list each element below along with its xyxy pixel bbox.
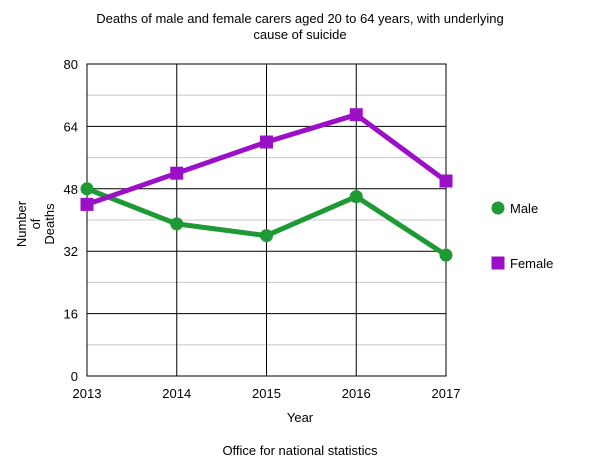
legend-label-male: Male: [510, 201, 538, 216]
data-point-female: [260, 135, 273, 149]
y-tick-label: 80: [64, 57, 78, 72]
data-point-female: [349, 108, 363, 122]
x-tick-label: 2013: [73, 386, 102, 401]
x-axis-title: Year: [287, 410, 314, 425]
y-axis-title: Number of Deaths: [14, 200, 57, 247]
y-axis-title-line-3: Deaths: [42, 203, 57, 245]
legend-label-female: Female: [510, 256, 553, 271]
x-axis-tick-labels: 2013 2014 2015 2016 2017: [73, 386, 461, 401]
chart-title-line-1: Deaths of male and female carers aged 20…: [96, 11, 504, 26]
legend-marker-female: [491, 256, 505, 270]
y-axis-title-line-1: Number: [14, 200, 29, 247]
legend: Male Female: [491, 201, 553, 271]
data-series: [80, 108, 453, 262]
data-point-female: [80, 197, 94, 211]
source-footer: Office for national statistics: [222, 443, 378, 458]
y-axis-title-line-2: of: [28, 218, 43, 229]
data-point-male: [80, 182, 94, 196]
data-point-female: [439, 174, 453, 188]
data-point-male: [260, 229, 273, 243]
legend-marker-male: [491, 201, 505, 215]
y-tick-label: 0: [71, 369, 78, 384]
y-tick-label: 32: [64, 244, 78, 259]
plot-area-frame: [86, 63, 447, 377]
x-tick-label: 2014: [162, 386, 191, 401]
data-point-male: [349, 190, 363, 204]
data-point-male: [170, 217, 184, 231]
data-point-female: [170, 166, 184, 180]
chart-title-line-2: cause of suicide: [253, 27, 346, 42]
x-tick-label: 2015: [252, 386, 281, 401]
y-tick-label: 48: [64, 182, 78, 197]
y-tick-label: 64: [64, 119, 78, 134]
x-tick-label: 2016: [342, 386, 371, 401]
data-point-male: [439, 248, 453, 262]
y-tick-label: 16: [64, 307, 78, 322]
y-axis-tick-labels: 0 16 32 48 64 80: [64, 57, 78, 384]
x-tick-label: 2017: [432, 386, 461, 401]
